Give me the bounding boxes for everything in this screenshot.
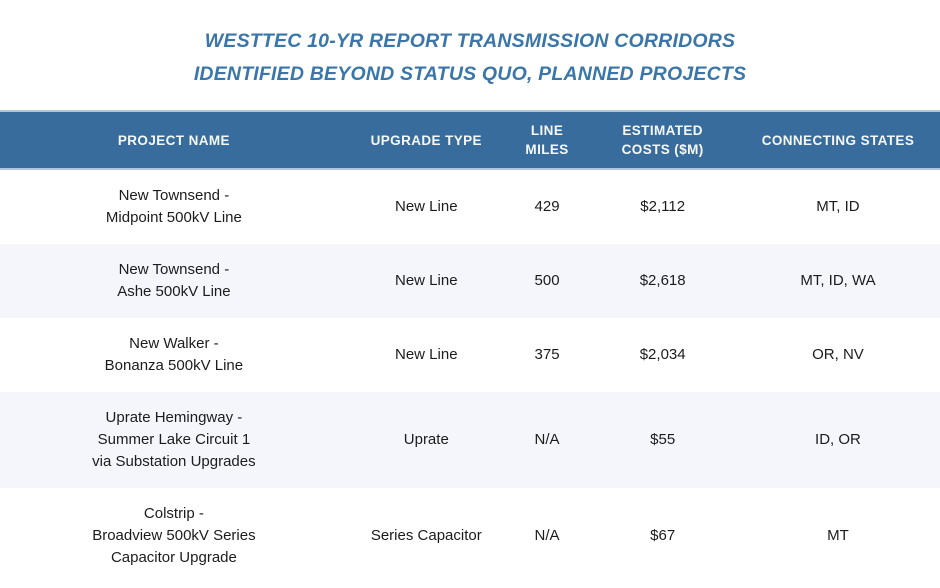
cell-connecting-states: MT — [827, 527, 849, 544]
cell-estimated-costs: $67 — [650, 527, 676, 544]
cell-project-name: New Walker - Bonanza 500kV Line — [104, 335, 244, 374]
cell-project-name: Uprate Hemingway - Summer Lake Circuit 1… — [92, 409, 256, 470]
table-row: New Townsend - Ashe 500kV Line New Line … — [0, 244, 940, 318]
column-header-project-name: PROJECT NAME — [117, 132, 230, 148]
cell-estimated-costs: $2,618 — [639, 272, 686, 289]
cell-upgrade-type: New Line — [395, 198, 458, 215]
cell-connecting-states: ID, OR — [815, 431, 861, 448]
table-header-row: PROJECT NAME UPGRADE TYPE LINE MILES EST… — [0, 110, 940, 170]
page-title-line-2: IDENTIFIED BEYOND STATUS QUO, PLANNED PR… — [193, 63, 747, 85]
page-title-line-1: WESTTEC 10-YR REPORT TRANSMISSION CORRID… — [204, 30, 736, 52]
cell-line-miles: N/A — [534, 431, 560, 448]
column-header-line-miles: LINE MILES — [525, 123, 569, 157]
cell-project-name: New Townsend - Midpoint 500kV Line — [105, 187, 242, 226]
cell-upgrade-type: Series Capacitor — [370, 527, 482, 544]
cell-line-miles: 375 — [534, 346, 560, 363]
cell-upgrade-type: Uprate — [403, 431, 449, 448]
cell-project-name: Colstrip - Broadview 500kV Series Capaci… — [92, 505, 256, 566]
cell-estimated-costs: $55 — [650, 431, 676, 448]
cell-connecting-states: MT, ID, WA — [800, 272, 876, 289]
cell-line-miles: 500 — [534, 272, 560, 289]
cell-line-miles: N/A — [534, 527, 560, 544]
cell-line-miles: 429 — [534, 198, 560, 215]
page-title: WESTTEC 10-YR REPORT TRANSMISSION CORRID… — [0, 0, 940, 91]
cell-connecting-states: OR, NV — [812, 346, 864, 363]
column-header-connecting-states: CONNECTING STATES — [761, 132, 915, 148]
cell-estimated-costs: $2,034 — [639, 346, 686, 363]
column-header-upgrade-type: UPGRADE TYPE — [370, 132, 482, 148]
column-header-estimated-costs: ESTIMATED COSTS ($M) — [621, 123, 704, 157]
cell-upgrade-type: New Line — [395, 272, 458, 289]
table-row: Uprate Hemingway - Summer Lake Circuit 1… — [0, 392, 940, 488]
cell-estimated-costs: $2,112 — [640, 198, 686, 215]
table-row: New Townsend - Midpoint 500kV Line New L… — [0, 170, 940, 244]
table-row: Colstrip - Broadview 500kV Series Capaci… — [0, 488, 940, 584]
cell-upgrade-type: New Line — [395, 346, 458, 363]
cell-project-name: New Townsend - Ashe 500kV Line — [117, 261, 231, 300]
cell-connecting-states: MT, ID — [816, 198, 860, 215]
projects-table: PROJECT NAME UPGRADE TYPE LINE MILES EST… — [0, 110, 940, 584]
table-row: New Walker - Bonanza 500kV Line New Line… — [0, 318, 940, 392]
